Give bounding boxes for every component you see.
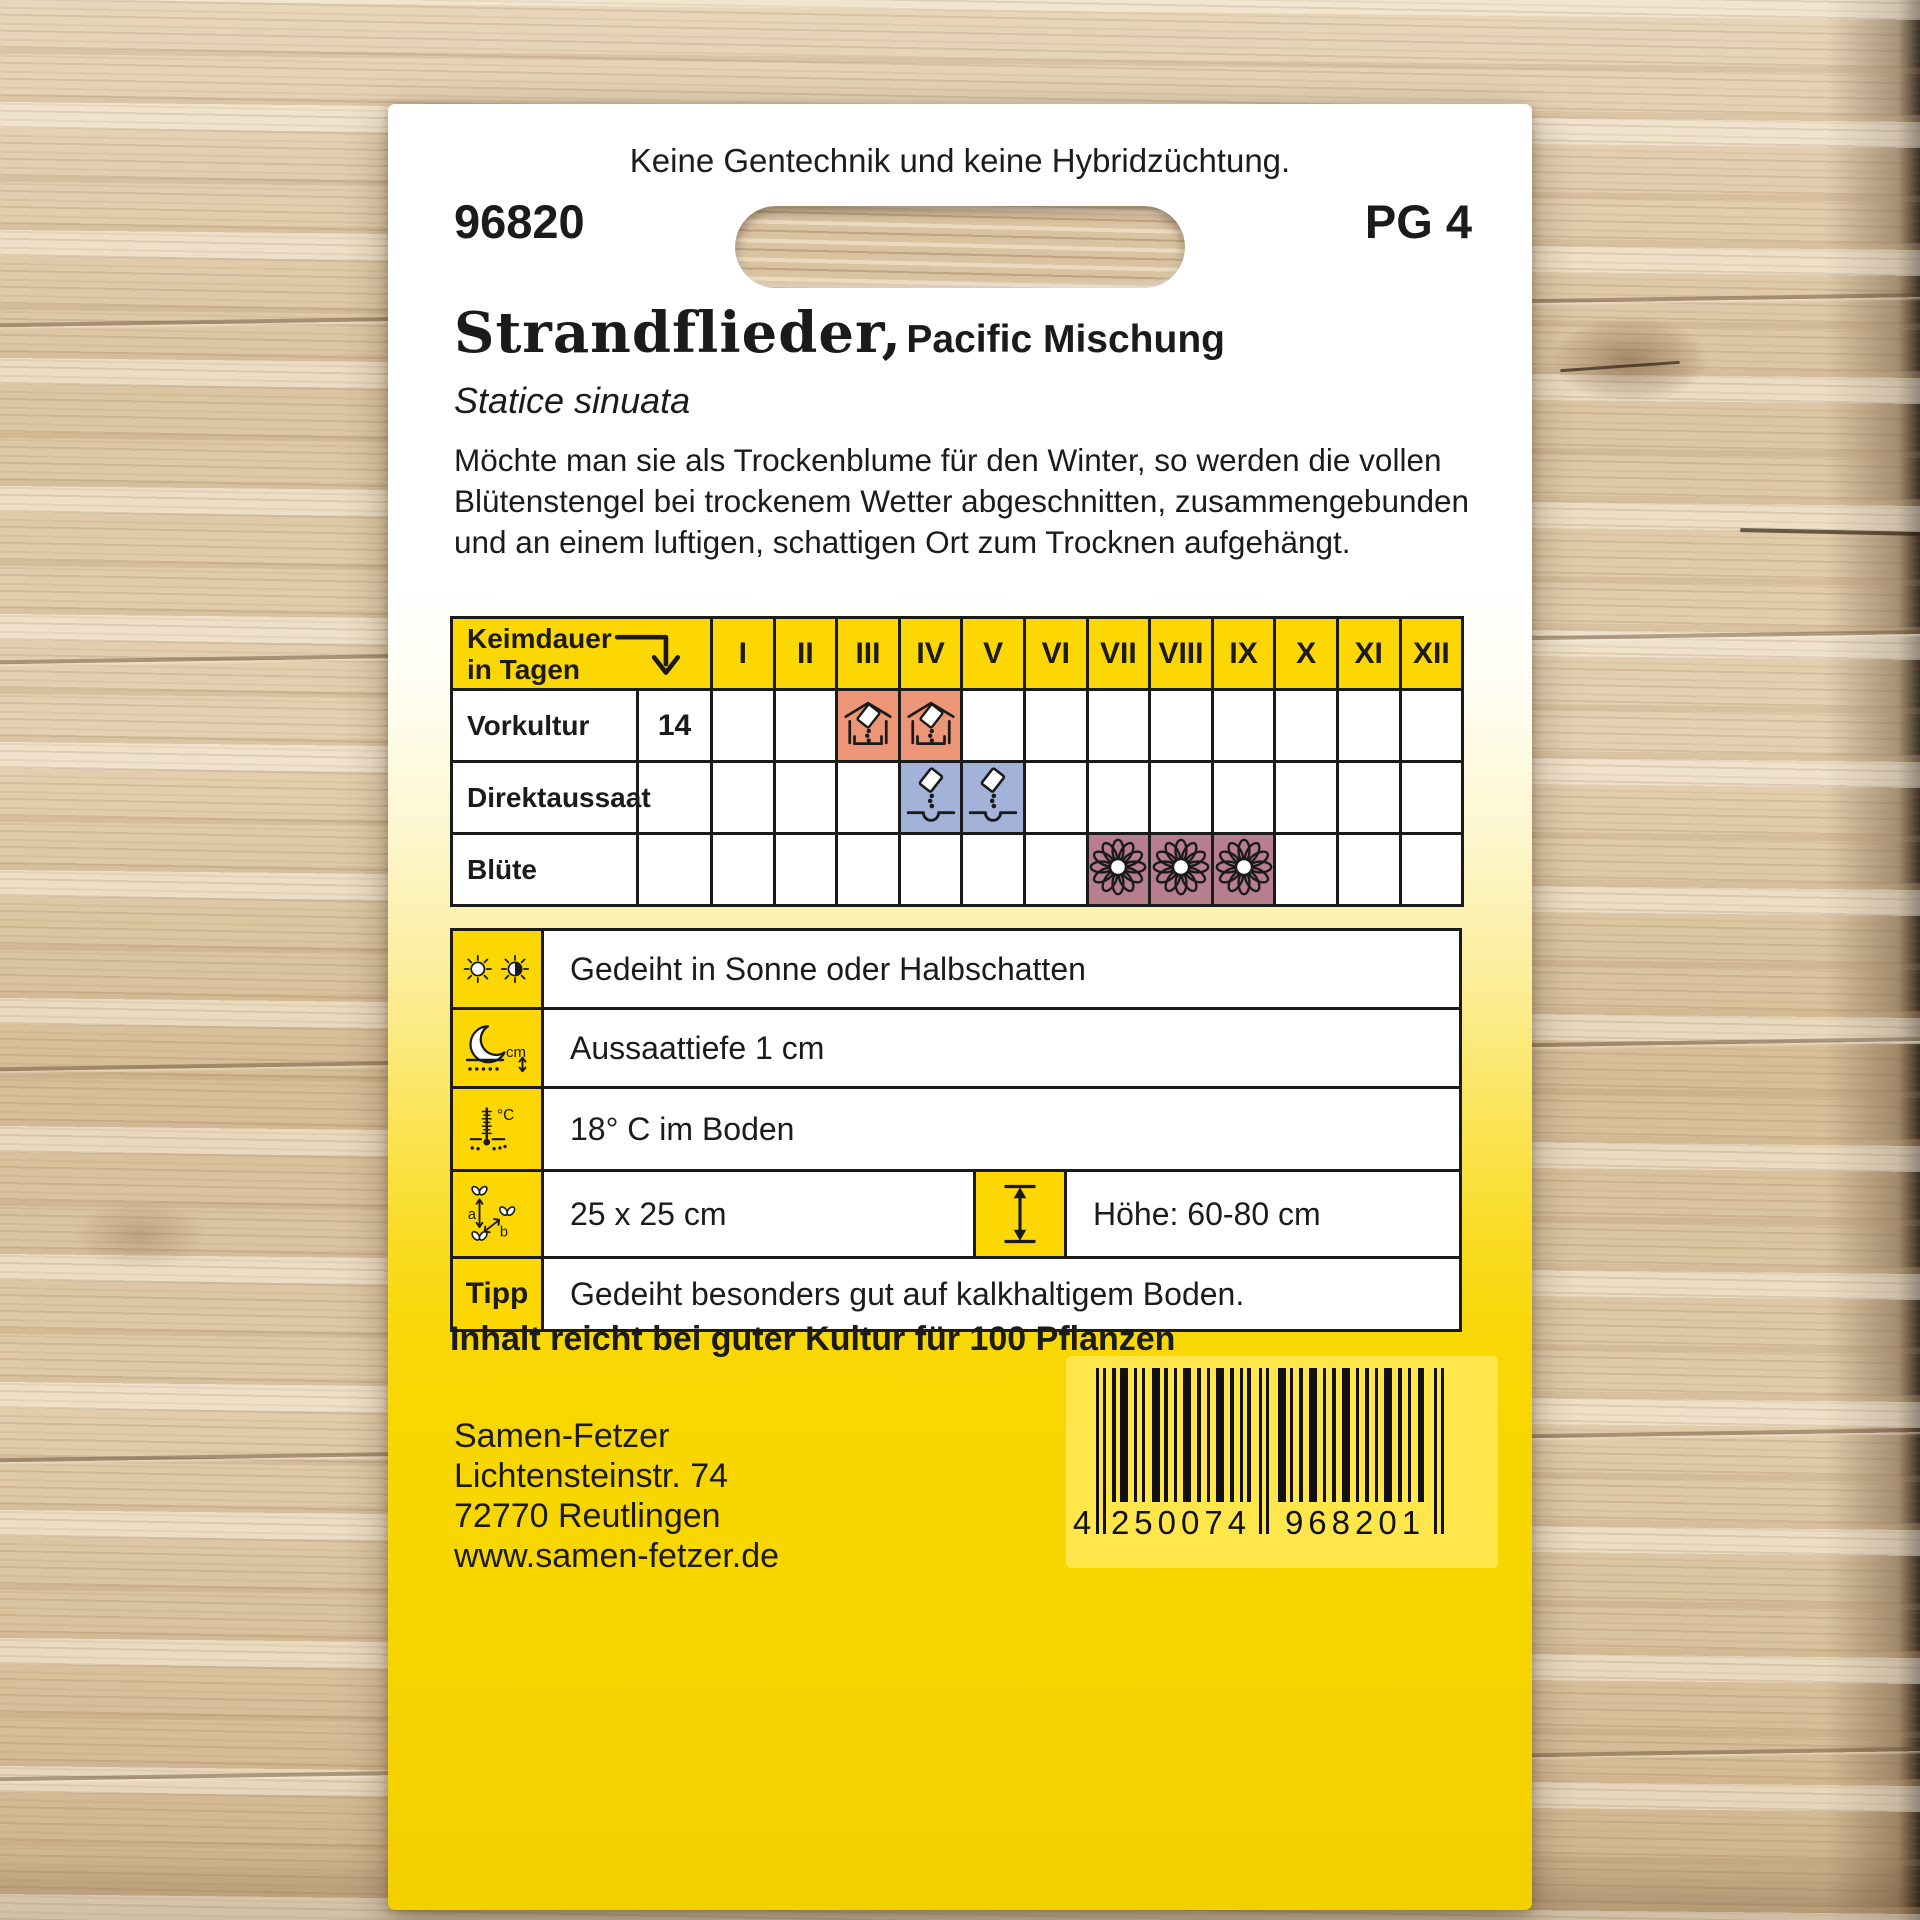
direct-sowing-icon bbox=[906, 767, 955, 822]
month-header-cell: IX bbox=[1210, 616, 1277, 691]
month-header-cell: III bbox=[835, 616, 901, 691]
address-line: Samen-Fetzer bbox=[454, 1417, 670, 1455]
sun-halfshade-icon bbox=[453, 931, 544, 1007]
botanical-name: Statice sinuata bbox=[454, 380, 691, 421]
wood-crack bbox=[1739, 528, 1920, 536]
info-text-spacing: 25 x 25 cm bbox=[544, 1172, 976, 1256]
info-text-depth: Aussaattiefe 1 cm bbox=[544, 1010, 1459, 1086]
barcode-digits-right: 968201 bbox=[1285, 1504, 1425, 1541]
product-variety: Pacific Mischung bbox=[906, 318, 1225, 361]
seed-packet: Keine Gentechnik und keine Hybridzüchtun… bbox=[388, 104, 1532, 1910]
germination-days-value: 14 bbox=[636, 688, 713, 763]
month-header-cell: X bbox=[1273, 616, 1339, 691]
svg-text:b: b bbox=[500, 1225, 508, 1241]
row-label: Blüte bbox=[450, 832, 639, 907]
plant-spacing-icon: a b bbox=[453, 1172, 544, 1256]
row-label: Vorkultur bbox=[450, 688, 639, 763]
precultivation-cell bbox=[897, 688, 964, 763]
svg-text:a: a bbox=[468, 1207, 477, 1223]
info-text-height: Höhe: 60-80 cm bbox=[1067, 1172, 1459, 1256]
month-header-cell: I bbox=[710, 616, 776, 691]
growing-info-table: Gedeiht in Sonne oder Halbschatten cm bbox=[450, 928, 1462, 1332]
info-text-temperature: 18° C im Boden bbox=[544, 1089, 1459, 1169]
svg-text:cm: cm bbox=[506, 1044, 526, 1061]
plant-height-icon bbox=[976, 1172, 1067, 1256]
product-name: Strandflieder, bbox=[454, 300, 902, 366]
info-row-depth: cm Aussaattiefe 1 cm bbox=[453, 1010, 1459, 1089]
germination-duration-label: Keimdauer in Tagen bbox=[467, 622, 612, 685]
barcode-digits-prefix: 4 bbox=[1073, 1504, 1091, 1541]
bloom-cell bbox=[1085, 832, 1152, 907]
wood-crack bbox=[1560, 360, 1680, 373]
info-row-spacing: a b 25 x 25 cm Höhe: 60-80 cm bbox=[453, 1172, 1459, 1259]
flower-icon bbox=[1215, 838, 1272, 896]
barcode-bars: 4 250074 968201 bbox=[1073, 1368, 1444, 1541]
svg-text:°C: °C bbox=[497, 1107, 514, 1124]
direct-sowing-cell bbox=[960, 760, 1026, 835]
month-header-cell: V bbox=[960, 616, 1026, 691]
address-line: www.samen-fetzer.de bbox=[454, 1537, 780, 1575]
month-header-cell: II bbox=[772, 616, 839, 691]
barcode-panel: 4 250074 968201 bbox=[1066, 1356, 1498, 1568]
info-row-tip: Tipp Gedeiht besonders gut auf kalkhalti… bbox=[453, 1259, 1459, 1329]
hanging-hole bbox=[735, 206, 1185, 288]
address-block: Samen-Fetzer Lichtensteinstr. 74 72770 R… bbox=[454, 1416, 779, 1576]
article-number: 96820 bbox=[454, 195, 585, 248]
calendar-row-vorkultur: Vorkultur 14 bbox=[450, 688, 1465, 763]
row-label: Direktaussaat bbox=[450, 760, 651, 835]
flower-icon bbox=[1152, 838, 1210, 896]
month-header-cell: XII bbox=[1398, 616, 1465, 691]
price-group-label: PG 4 bbox=[1364, 195, 1472, 248]
bloom-cell bbox=[1148, 832, 1214, 907]
info-row-temperature: °C 18° C im Boden bbox=[453, 1089, 1459, 1172]
month-header-cell: VIII bbox=[1148, 616, 1214, 691]
sowing-depth-icon: cm bbox=[453, 1010, 544, 1086]
calendar-row-direktaussaat: Direktaussaat bbox=[450, 760, 1465, 835]
barcode-digits-left: 250074 bbox=[1111, 1504, 1251, 1541]
info-row-light: Gedeiht in Sonne oder Halbschatten bbox=[453, 931, 1459, 1010]
soil-temperature-icon: °C bbox=[453, 1089, 544, 1169]
address-line: 72770 Reutlingen bbox=[454, 1497, 721, 1535]
month-header-cell: XI bbox=[1335, 616, 1402, 691]
product-title: Strandflieder, Pacific Mischung bbox=[454, 300, 1225, 366]
precultivation-icon bbox=[844, 701, 892, 745]
elbow-arrow-icon bbox=[614, 634, 680, 675]
info-text-light: Gedeiht in Sonne oder Halbschatten bbox=[544, 931, 1459, 1007]
info-text-tip: Gedeiht besonders gut auf kalkhaltigem B… bbox=[544, 1259, 1459, 1329]
calendar-row-bluete: Blüte bbox=[450, 832, 1465, 907]
direct-sowing-cell bbox=[897, 760, 964, 835]
month-header-cell: VII bbox=[1085, 616, 1152, 691]
calendar-header-cell: Keimdauer in Tagen bbox=[450, 616, 713, 691]
sowing-calendar-table: Keimdauer in Tagen I II III IV V VI VII bbox=[450, 616, 1465, 907]
flower-icon bbox=[1089, 838, 1147, 896]
address-line: Lichtensteinstr. 74 bbox=[454, 1457, 729, 1495]
month-header-cell: IV bbox=[897, 616, 964, 691]
calendar-header-row: Keimdauer in Tagen I II III IV V VI VII bbox=[450, 616, 1465, 691]
tip-label: Tipp bbox=[453, 1259, 544, 1329]
precultivation-cell bbox=[835, 688, 901, 763]
content-note: Inhalt reicht bei guter Kultur für 100 P… bbox=[450, 1320, 1176, 1358]
product-description: Möchte man sie als Trockenblume für den … bbox=[454, 442, 1470, 560]
month-header-cell: VI bbox=[1022, 616, 1089, 691]
tagline: Keine Gentechnik und keine Hybridzüchtun… bbox=[629, 142, 1291, 179]
precultivation-icon bbox=[906, 701, 955, 745]
direct-sowing-icon bbox=[968, 767, 1018, 822]
bloom-cell bbox=[1210, 832, 1277, 907]
